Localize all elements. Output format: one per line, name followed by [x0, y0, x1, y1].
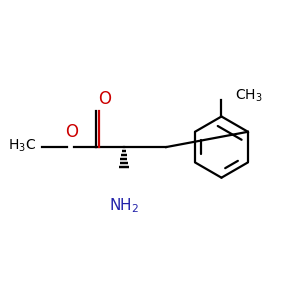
Text: NH$_2$: NH$_2$: [109, 196, 139, 215]
Text: H$_3$C: H$_3$C: [8, 137, 37, 154]
Text: O: O: [98, 90, 111, 108]
Text: CH$_3$: CH$_3$: [235, 88, 262, 104]
Text: O: O: [65, 123, 79, 141]
